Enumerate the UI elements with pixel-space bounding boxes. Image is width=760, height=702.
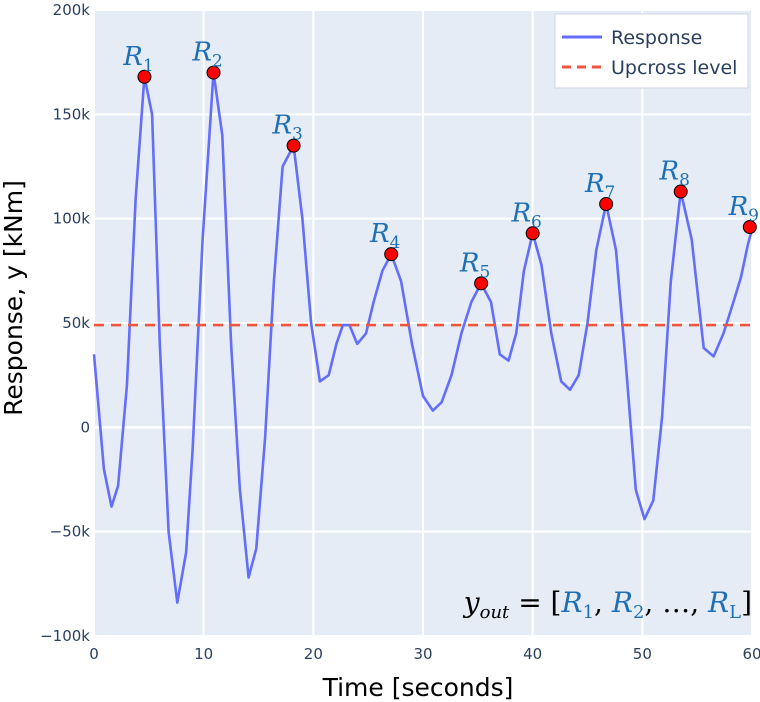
output-formula: yout = [R1, R2, …, RL] [462, 586, 752, 623]
x-axis-title: Time [seconds] [322, 673, 514, 702]
y-tick-label: 150k [53, 105, 91, 123]
response-line [92, 71, 754, 604]
x-tick-label: 20 [304, 645, 323, 663]
x-tick-label: 0 [89, 645, 99, 663]
peak-label-letter: R [659, 157, 680, 187]
peak-marker [673, 184, 688, 199]
y-tick-label: 50k [62, 314, 90, 332]
formula-comma-1: , [594, 586, 612, 619]
x-tick-label: 50 [633, 645, 652, 663]
peak-marker [742, 220, 757, 235]
y-tick-label: −50k [50, 523, 91, 541]
peak-label: R7 [584, 169, 615, 203]
peak-label-subscript: 4 [390, 233, 401, 253]
peak-marker [137, 69, 152, 84]
peak-marker [286, 138, 301, 153]
y-tick-label: −100k [40, 627, 90, 645]
peak-label-letter: R [369, 219, 390, 249]
series-layer [92, 71, 754, 604]
peak-marker [206, 65, 221, 80]
formula-close: ] [741, 586, 752, 619]
peak-label: R1 [122, 42, 153, 76]
peak-markers [137, 65, 757, 291]
peak-label-letter: R [271, 111, 292, 141]
peak-label-subscript: 7 [605, 183, 616, 203]
formula-lhs-sub: out [480, 602, 510, 623]
peak-marker [599, 197, 614, 212]
peak-label: R6 [510, 198, 541, 232]
peak-label: R4 [369, 219, 400, 253]
legend-box [554, 13, 749, 89]
x-tick-label: 30 [413, 645, 432, 663]
peak-label-subscript: 5 [479, 262, 490, 282]
peak-label-letter: R [510, 198, 531, 228]
peak-label: R5 [459, 248, 490, 282]
y-tick-labels: −100k −50k 0 50k 100k 150k 200k [40, 1, 90, 645]
formula-lhs: y [462, 586, 481, 619]
legend-response-label: Response [611, 27, 702, 49]
peak-label-letter: R [728, 192, 749, 222]
peak-marker [384, 247, 399, 262]
formula-item-2: R [611, 586, 633, 619]
peak-label-letter: R [584, 169, 605, 199]
formula-item-1: R [560, 586, 582, 619]
formula-item-last: R [707, 586, 729, 619]
formula-item-1-sub: 1 [583, 602, 594, 623]
peak-label-letter: R [122, 42, 143, 72]
legend[interactable]: Response Upcross level [554, 13, 749, 89]
peak-label-subscript: 2 [212, 52, 223, 72]
formula-ellipsis: … [662, 586, 690, 619]
peak-label-letter: R [191, 38, 212, 68]
legend-upcross-label: Upcross level [611, 57, 737, 79]
y-axis-title: Response, y [kNm] [0, 180, 28, 416]
formula-comma-3: , [690, 586, 708, 619]
formula-item-last-sub: L [729, 602, 741, 623]
peak-label-subscript: 9 [748, 206, 759, 226]
peak-marker [474, 276, 489, 291]
formula-comma-2: , [644, 586, 662, 619]
peak-label-subscript: 1 [143, 56, 154, 76]
peak-label-subscript: 3 [292, 125, 303, 145]
peak-label-subscript: 8 [679, 171, 690, 191]
peak-label: R9 [728, 192, 759, 226]
x-tick-label: 60 [742, 645, 760, 663]
x-tick-labels: 0 10 20 30 40 50 60 [89, 645, 760, 663]
peak-marker [525, 226, 540, 241]
grid [93, 9, 753, 637]
formula-item-2-sub: 2 [633, 602, 644, 623]
peak-label: R8 [659, 157, 690, 191]
formula-eq: = [ [509, 586, 561, 619]
y-tick-label: 0 [80, 418, 90, 436]
peak-label: R3 [271, 111, 302, 145]
x-tick-label: 10 [194, 645, 213, 663]
y-tick-label: 100k [53, 210, 91, 228]
y-tick-label: 200k [53, 1, 91, 19]
x-tick-label: 40 [523, 645, 542, 663]
peak-label-letter: R [459, 248, 480, 278]
peak-label: R2 [191, 38, 222, 72]
peak-label-subscript: 6 [531, 212, 542, 232]
